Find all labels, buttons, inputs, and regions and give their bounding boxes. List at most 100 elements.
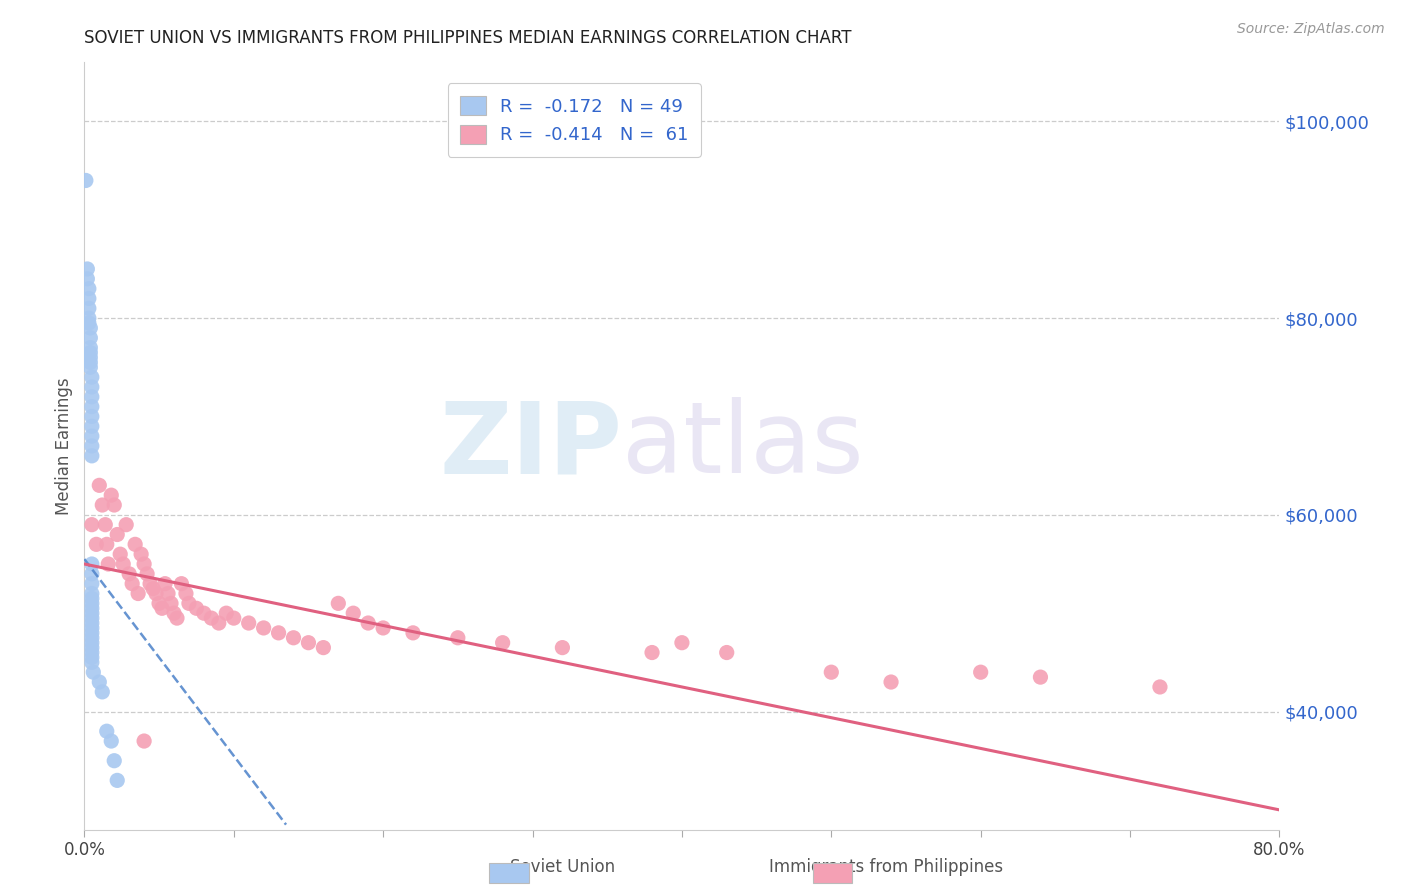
Point — [283, 631, 305, 645]
Point — [110, 547, 132, 561]
Point — [80, 419, 103, 434]
Point — [312, 640, 335, 655]
Point — [96, 724, 118, 739]
Point — [91, 498, 114, 512]
Point — [136, 566, 159, 581]
Point — [177, 596, 200, 610]
Point — [80, 586, 103, 600]
Text: Source: ZipAtlas.com: Source: ZipAtlas.com — [1237, 22, 1385, 37]
Point — [80, 591, 103, 606]
Text: Soviet Union: Soviet Union — [510, 858, 614, 876]
Point — [551, 640, 574, 655]
Point — [77, 292, 100, 306]
Point — [166, 611, 188, 625]
Point — [76, 272, 98, 286]
Point — [163, 606, 186, 620]
Point — [342, 606, 364, 620]
Point — [671, 636, 693, 650]
Point — [80, 596, 103, 610]
Legend: R =  -0.172   N = 49, R =  -0.414   N =  61: R = -0.172 N = 49, R = -0.414 N = 61 — [447, 83, 702, 157]
Point — [200, 611, 222, 625]
Point — [820, 665, 842, 680]
Y-axis label: Median Earnings: Median Earnings — [55, 377, 73, 515]
Point — [112, 557, 135, 571]
Point — [80, 517, 103, 532]
Point — [96, 537, 118, 551]
Point — [97, 557, 120, 571]
Point — [132, 734, 156, 748]
Point — [139, 576, 162, 591]
Point — [80, 439, 103, 453]
Point — [641, 646, 664, 660]
Point — [79, 331, 101, 345]
Point — [174, 586, 197, 600]
Point — [80, 646, 103, 660]
Point — [157, 586, 180, 600]
Point — [80, 650, 103, 665]
Point — [79, 355, 101, 369]
Point — [91, 685, 114, 699]
Point — [79, 321, 101, 335]
Point — [215, 606, 238, 620]
Point — [80, 621, 103, 635]
Text: SOVIET UNION VS IMMIGRANTS FROM PHILIPPINES MEDIAN EARNINGS CORRELATION CHART: SOVIET UNION VS IMMIGRANTS FROM PHILIPPI… — [84, 29, 852, 47]
Point — [970, 665, 993, 680]
Point — [1149, 680, 1171, 694]
Text: Immigrants from Philippines: Immigrants from Philippines — [769, 858, 1002, 876]
Point — [100, 488, 122, 502]
Point — [145, 586, 167, 600]
Point — [105, 773, 128, 788]
Point — [75, 173, 97, 187]
Point — [160, 596, 183, 610]
Point — [127, 586, 149, 600]
Point — [79, 341, 101, 355]
Point — [80, 566, 103, 581]
Point — [86, 537, 108, 551]
Point — [150, 601, 173, 615]
Point — [80, 576, 103, 591]
Point — [124, 537, 146, 551]
Point — [89, 478, 111, 492]
Point — [153, 576, 176, 591]
Point — [222, 611, 245, 625]
Point — [77, 316, 100, 330]
Point — [80, 557, 103, 571]
Point — [129, 547, 152, 561]
Point — [297, 636, 319, 650]
Point — [115, 517, 138, 532]
Point — [82, 665, 104, 680]
Point — [80, 611, 103, 625]
Point — [80, 606, 103, 620]
Point — [80, 625, 103, 640]
Point — [880, 675, 903, 690]
Point — [89, 675, 111, 690]
Point — [77, 301, 100, 316]
Point — [373, 621, 395, 635]
Point — [492, 636, 515, 650]
Text: ZIP: ZIP — [439, 398, 623, 494]
Point — [80, 370, 103, 384]
Point — [77, 311, 100, 326]
Point — [447, 631, 470, 645]
Point — [716, 646, 738, 660]
Point — [80, 409, 103, 424]
Point — [80, 615, 103, 630]
Point — [80, 400, 103, 414]
Point — [121, 576, 143, 591]
Point — [80, 656, 103, 670]
Point — [80, 390, 103, 404]
Point — [193, 606, 215, 620]
Point — [94, 517, 117, 532]
Point — [148, 596, 170, 610]
Point — [105, 527, 128, 541]
Point — [103, 498, 125, 512]
Point — [238, 615, 260, 630]
Point — [253, 621, 276, 635]
Point — [79, 351, 101, 365]
Point — [76, 262, 98, 277]
Point — [170, 576, 193, 591]
Point — [357, 615, 380, 630]
Point — [79, 345, 101, 359]
Point — [142, 582, 165, 596]
Point — [80, 636, 103, 650]
